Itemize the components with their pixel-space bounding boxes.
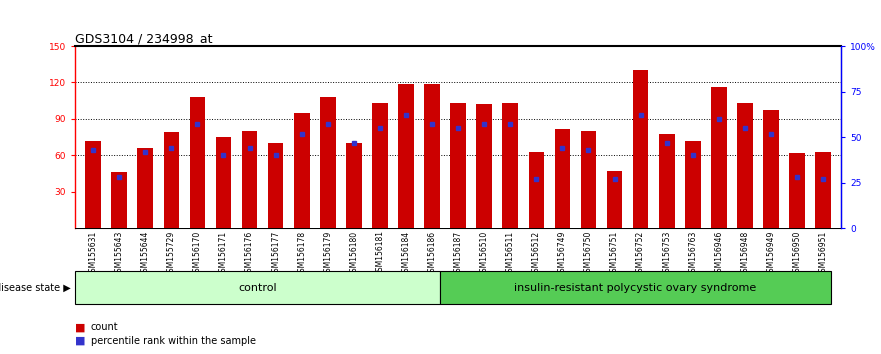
Text: GSM156180: GSM156180	[350, 230, 359, 276]
Text: ■: ■	[75, 336, 85, 346]
Bar	[189, 97, 205, 228]
Text: GSM156179: GSM156179	[323, 230, 332, 277]
Bar	[372, 103, 388, 228]
Bar	[440, 271, 831, 304]
Bar	[633, 70, 648, 228]
Text: GSM156511: GSM156511	[506, 230, 515, 276]
Text: GSM156949: GSM156949	[766, 230, 775, 277]
Text: count: count	[91, 322, 118, 332]
Bar	[659, 133, 675, 228]
Text: GSM156749: GSM156749	[558, 230, 566, 277]
Bar	[763, 110, 779, 228]
Bar	[241, 131, 257, 228]
Bar	[502, 103, 518, 228]
Text: GSM156948: GSM156948	[740, 230, 750, 277]
Text: GSM156187: GSM156187	[454, 230, 463, 276]
Text: GSM155643: GSM155643	[115, 230, 123, 277]
Bar	[607, 171, 622, 228]
Bar	[554, 129, 570, 228]
Bar	[216, 137, 232, 228]
Text: GSM155729: GSM155729	[167, 230, 176, 277]
Bar	[789, 153, 805, 228]
Text: GSM156752: GSM156752	[636, 230, 645, 277]
Text: disease state ▶: disease state ▶	[0, 282, 70, 293]
Text: GSM156178: GSM156178	[297, 230, 307, 276]
Text: GSM156177: GSM156177	[271, 230, 280, 277]
Text: GSM156176: GSM156176	[245, 230, 254, 277]
Bar	[137, 148, 153, 228]
Bar	[477, 104, 492, 228]
Text: GSM155631: GSM155631	[89, 230, 98, 277]
Text: GSM156512: GSM156512	[532, 230, 541, 276]
Text: GSM156950: GSM156950	[793, 230, 802, 277]
Text: GSM155644: GSM155644	[141, 230, 150, 277]
Text: GSM156170: GSM156170	[193, 230, 202, 277]
Bar	[268, 143, 284, 228]
Text: GSM156186: GSM156186	[427, 230, 437, 276]
Text: GSM156510: GSM156510	[479, 230, 489, 277]
Bar	[685, 141, 700, 228]
Bar	[320, 97, 336, 228]
Bar	[346, 143, 362, 228]
Bar	[398, 84, 414, 228]
Bar	[737, 103, 752, 228]
Text: insulin-resistant polycystic ovary syndrome: insulin-resistant polycystic ovary syndr…	[515, 282, 757, 293]
Bar	[450, 103, 466, 228]
Text: percentile rank within the sample: percentile rank within the sample	[91, 336, 255, 346]
Bar	[111, 172, 127, 228]
Bar	[581, 131, 596, 228]
Text: control: control	[238, 282, 277, 293]
Text: GSM156946: GSM156946	[714, 230, 723, 277]
Text: GSM156181: GSM156181	[375, 230, 384, 276]
Text: GSM156751: GSM156751	[610, 230, 619, 277]
Text: GSM156951: GSM156951	[818, 230, 827, 277]
Bar	[85, 141, 101, 228]
Text: GSM156763: GSM156763	[688, 230, 697, 277]
Bar	[164, 132, 179, 228]
Bar	[711, 87, 727, 228]
Text: GSM156750: GSM156750	[584, 230, 593, 277]
Text: ■: ■	[75, 322, 85, 332]
Text: GSM156171: GSM156171	[219, 230, 228, 276]
Bar	[75, 271, 440, 304]
Text: GDS3104 / 234998_at: GDS3104 / 234998_at	[75, 32, 212, 45]
Bar	[815, 152, 831, 228]
Bar	[425, 84, 440, 228]
Text: GSM156753: GSM156753	[663, 230, 671, 277]
Bar	[294, 113, 309, 228]
Text: GSM156184: GSM156184	[402, 230, 411, 276]
Bar	[529, 152, 544, 228]
